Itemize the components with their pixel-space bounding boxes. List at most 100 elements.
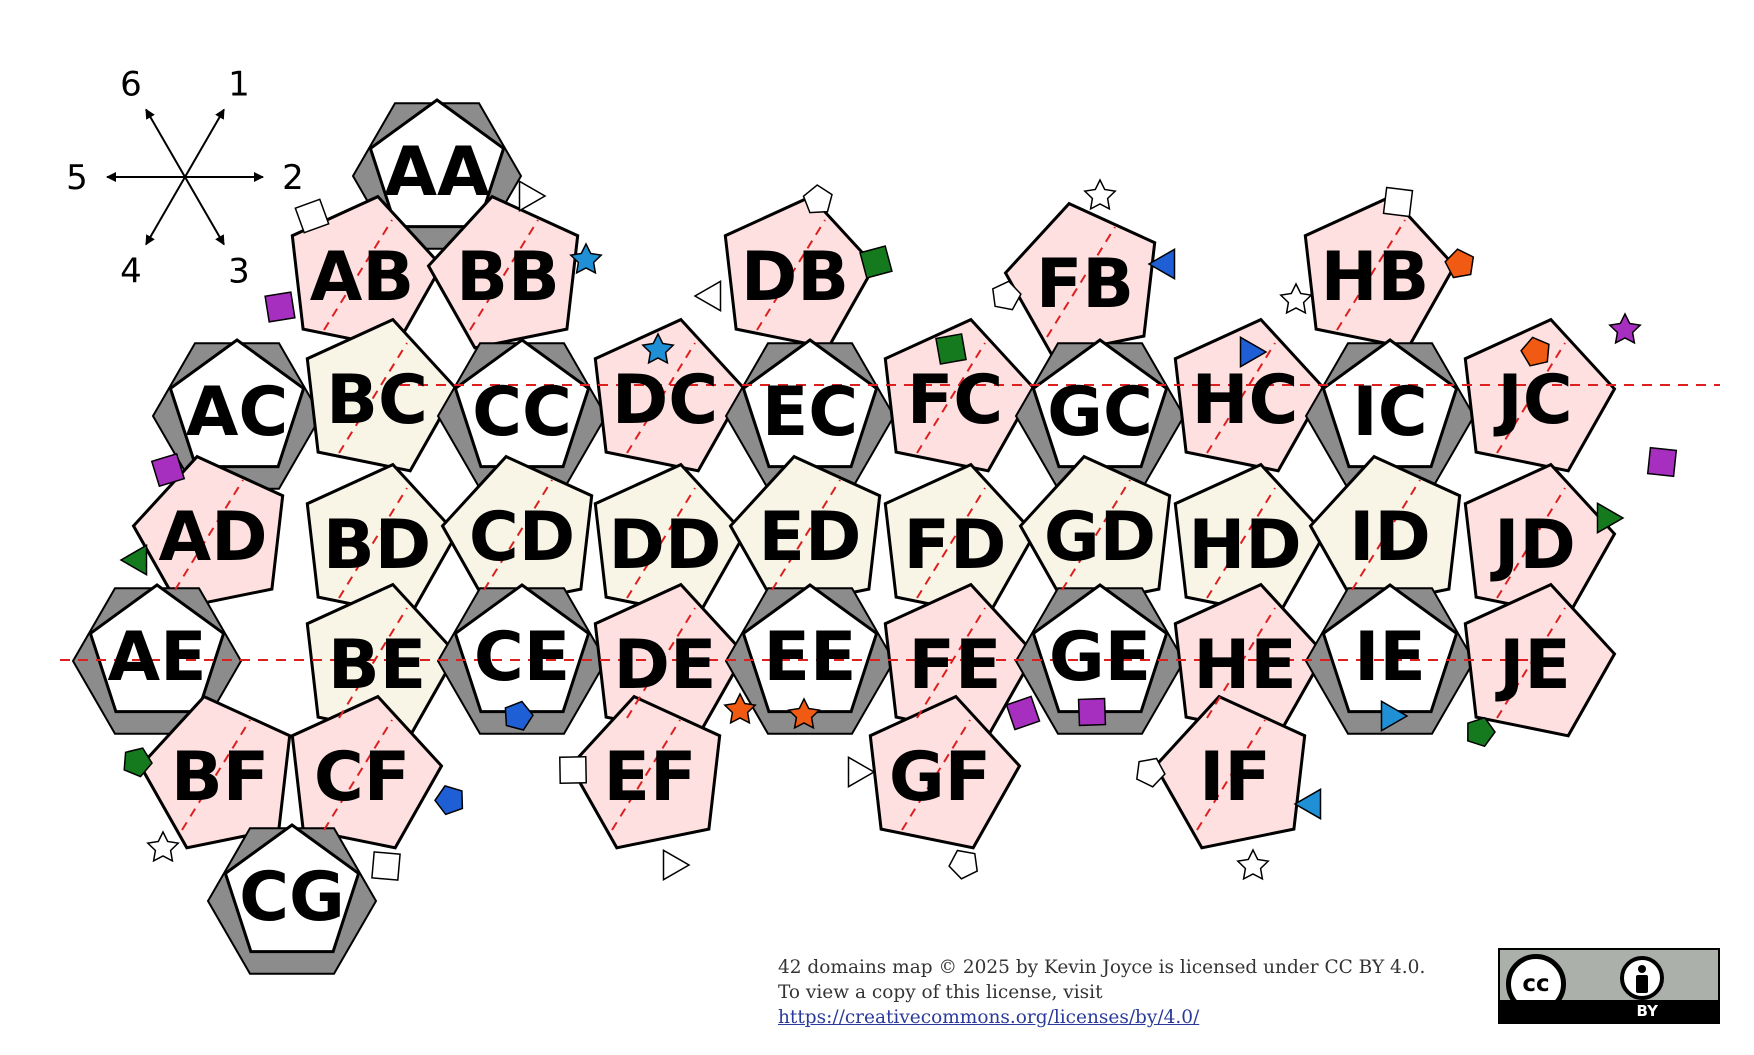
cut-line-dd — [626, 487, 696, 599]
domain-cell-ce — [436, 583, 608, 735]
domain-label-gc: GC — [1047, 373, 1153, 452]
domain-face-hc — [1173, 317, 1327, 473]
cut-line-be — [338, 607, 408, 719]
cut-line-jc — [1496, 342, 1566, 454]
domain-label-de: DE — [614, 626, 717, 705]
domain-cell-bb — [426, 194, 580, 350]
cut-line-ef — [611, 719, 681, 831]
domain-face-aa — [368, 98, 506, 229]
tab-square-35 — [1077, 697, 1107, 727]
domain-cell-ef — [568, 694, 722, 850]
domain-label-db: DB — [741, 238, 849, 317]
domain-cell-ge — [1014, 583, 1186, 735]
domain-cell-if — [1153, 694, 1307, 850]
domain-labels: AA AB BB DB FB HB AC BC CC DC EC FC GC HC IC JC AD BD CD DD… — [107, 133, 1575, 937]
badge-band — [1500, 1000, 1718, 1022]
domain-label-fe: FE — [909, 626, 1002, 705]
cut-line-je — [1496, 607, 1566, 719]
domain-cells — [71, 98, 1617, 975]
domain-label-bc: BC — [326, 361, 428, 440]
tab-triangle-38 — [1380, 700, 1409, 732]
domain-label-cc: CC — [472, 373, 572, 452]
cut-line-hb — [1336, 219, 1406, 331]
tab-star-14 — [1279, 282, 1313, 315]
tab-triangle-32 — [847, 756, 876, 788]
tab-star-15 — [641, 332, 675, 365]
tab-square-34 — [1005, 695, 1041, 731]
cut-line-bd — [338, 487, 408, 599]
domain-label-ae: AE — [107, 618, 206, 697]
domain-face-cf — [290, 694, 444, 850]
direction-arrow-4 — [145, 176, 186, 246]
cut-line-bc — [338, 342, 408, 454]
domain-label-dd: DD — [609, 506, 722, 585]
domain-label-id: ID — [1349, 498, 1431, 577]
domain-face-if — [1153, 694, 1307, 850]
tab-star-3 — [569, 242, 603, 275]
credit-line-2-prefix: To view a copy of this license, visit — [778, 982, 1103, 1003]
direction-arrow-3 — [184, 176, 225, 246]
direction-compass: 1 2 3 4 5 6 — [66, 65, 304, 292]
tab-triangle-16 — [1239, 336, 1268, 368]
domain-label-bf: BF — [171, 738, 269, 817]
tab-triangle-39 — [1293, 788, 1322, 820]
domain-face-ad — [131, 454, 285, 610]
tab-pentagon-5 — [802, 184, 833, 214]
tab-square-28 — [559, 756, 587, 784]
cut-line-hc — [1206, 342, 1276, 454]
domain-label-ef: EF — [604, 738, 697, 817]
cut-line-fd — [916, 487, 986, 599]
domain-face-gf — [868, 694, 1022, 850]
domain-cell-dc — [593, 317, 747, 473]
domain-cell-bf — [138, 694, 292, 850]
cut-line-bf — [181, 719, 251, 831]
domain-face-ac — [168, 338, 306, 469]
tab-star-18 — [1608, 312, 1642, 345]
license-credit: 42 domains map © 2025 by Kevin Joyce is … — [778, 955, 1498, 1030]
domain-cell-ic — [1304, 338, 1476, 490]
domain-face-hb — [1303, 194, 1457, 350]
domain-face-bf — [138, 694, 292, 850]
domain-label-ee: EE — [764, 618, 857, 697]
domain-label-ad: AD — [158, 498, 267, 577]
cut-line-ad — [174, 479, 244, 591]
domain-cell-cg — [206, 823, 378, 975]
domain-cell-ec — [724, 338, 896, 490]
tab-pentagon-13 — [1444, 248, 1475, 279]
direction-label-6: 6 — [120, 65, 142, 105]
direction-label-1: 1 — [228, 65, 250, 105]
tab-square-6 — [859, 245, 893, 279]
cut-lines — [60, 219, 1720, 831]
tab-star-24 — [146, 830, 180, 863]
domain-label-jc: JC — [1493, 361, 1572, 440]
tab-square-11 — [935, 333, 967, 365]
cut-line-bb — [469, 219, 539, 331]
tab-pentagon-27 — [504, 700, 534, 731]
domain-label-aa: AA — [384, 133, 490, 212]
tab-pentagon-23 — [1467, 716, 1496, 748]
domain-label-ac: AC — [186, 373, 289, 452]
domain-label-ec: EC — [762, 373, 858, 452]
domain-face-ae — [88, 583, 226, 714]
direction-label-4: 4 — [120, 252, 142, 292]
attribution-person-icon — [1620, 956, 1664, 1000]
domain-label-je: JE — [1495, 626, 1571, 705]
cc-by-badge: cc BY — [1498, 948, 1720, 1024]
domain-label-hb: HB — [1321, 238, 1430, 317]
tab-triangle-7 — [693, 280, 722, 312]
tab-pentagon-33 — [948, 849, 979, 880]
tab-star-8 — [1083, 178, 1117, 211]
license-link[interactable]: https://creativecommons.org/licenses/by/… — [778, 1007, 1200, 1028]
domain-label-be: BE — [328, 626, 426, 705]
domain-label-fb: FB — [1036, 245, 1134, 324]
domain-face-dc — [593, 317, 747, 473]
cut-line-cd — [483, 479, 553, 591]
domain-label-hc: HC — [1192, 361, 1299, 440]
domain-cell-ac — [151, 338, 323, 490]
cut-line-hd — [1206, 487, 1276, 599]
tab-square-12 — [1382, 186, 1414, 218]
domain-label-bd: BD — [323, 506, 431, 585]
tab-triangle-2 — [518, 180, 547, 212]
tab-star-37 — [1236, 848, 1270, 881]
